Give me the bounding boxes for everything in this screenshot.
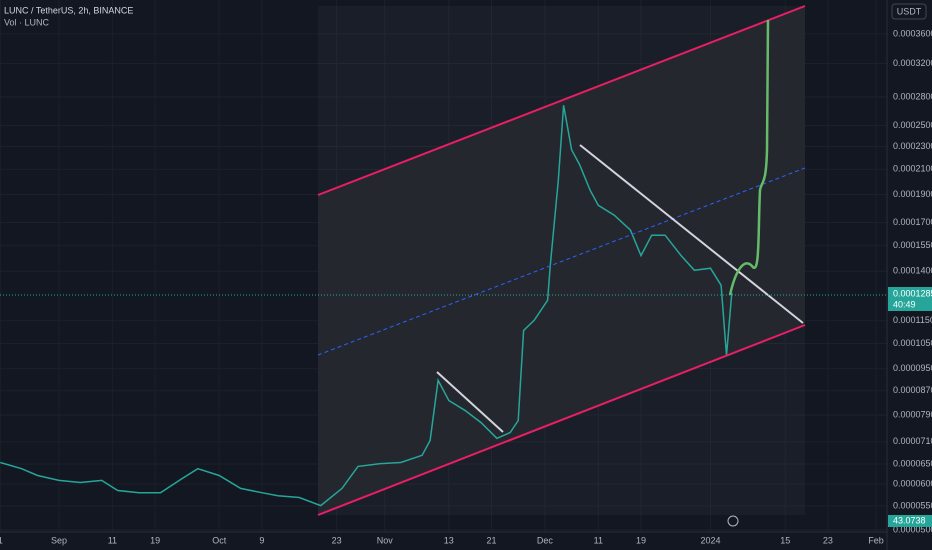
y-tick-label: 0.00007900 — [893, 409, 932, 419]
y-tick-label: 0.00006500 — [893, 458, 932, 468]
trendline — [436, 371, 504, 433]
channel-fill — [318, 6, 805, 515]
y-tick-label: 0.00005500 — [893, 500, 932, 510]
y-tick-label: 0.00036000 — [893, 28, 932, 38]
trendline — [579, 144, 804, 324]
y-tick-label: 0.00008700 — [893, 385, 932, 395]
channel-mid — [317, 167, 806, 356]
y-tick-label: 0.00015500 — [893, 240, 932, 250]
y-tick-label: 0.00005000 — [893, 524, 932, 534]
x-tick-label: Nov — [377, 535, 394, 545]
x-tick-label: 19 — [150, 535, 160, 545]
y-tick-label: 0.00010500 — [893, 338, 932, 348]
currency[interactable]: USDT — [897, 6, 922, 16]
y-tick-label: 0.00023000 — [893, 141, 932, 151]
x-tick-label: 19 — [636, 535, 646, 545]
x-tick-label: 1 — [0, 535, 3, 545]
projection-path — [728, 19, 770, 296]
volume-title: Vol · LUNC — [4, 17, 50, 27]
x-tick-label: 9 — [259, 535, 264, 545]
x-tick-label: Sep — [51, 535, 67, 545]
currency-box[interactable] — [891, 3, 927, 20]
x-tick-label: 15 — [780, 535, 790, 545]
x-tick-label: 11 — [108, 535, 117, 545]
alert-icon[interactable] — [727, 515, 739, 527]
x-tick-label: Feb — [868, 535, 884, 545]
price-line-series — [0, 105, 733, 507]
x-tick-label: 23 — [332, 535, 342, 545]
channel-box — [318, 6, 805, 515]
channel-lower — [317, 324, 806, 516]
countdown: 40:49 — [893, 299, 916, 309]
y-tick-label: 0.00028000 — [893, 91, 932, 101]
x-tick-label: 23 — [823, 535, 833, 545]
last-price-box — [888, 287, 932, 311]
x-tick-label: 21 — [487, 535, 497, 545]
y-tick-label: 0.00032000 — [893, 58, 932, 68]
y-tick-label: 0.00021000 — [893, 164, 932, 174]
y-tick-label: 0.00017000 — [893, 217, 932, 227]
x-tick-label: 11 — [594, 535, 603, 545]
y-tick-label: 0.00025000 — [893, 120, 932, 130]
channel-upper — [317, 5, 806, 196]
x-tick-label: 13 — [444, 535, 454, 545]
last-price: 0.00012851 — [893, 288, 932, 298]
y-tick-label: 0.00009500 — [893, 363, 932, 373]
volume-box — [888, 515, 932, 527]
plot — [0, 105, 733, 507]
y-tick-label: 0.00007100 — [893, 436, 932, 446]
x-tick-label: Dec — [537, 535, 554, 545]
chart-title: LUNC / TetherUS, 2h, BINANCE — [4, 5, 133, 15]
y-tick-label: 0.00019000 — [893, 189, 932, 199]
y-tick-label: 0.00006000 — [893, 479, 932, 489]
volume-value: 43.0738 — [893, 515, 926, 525]
y-tick-label: 0.00011500 — [893, 315, 932, 325]
axes: 0.00036000 0.00032000 0.00028000 0.00025000… — [0, 28, 932, 545]
x-tick-label: 2024 — [700, 535, 720, 545]
y-tick-label: 0.00014000 — [893, 266, 932, 276]
x-tick-label: Oct — [212, 535, 227, 545]
